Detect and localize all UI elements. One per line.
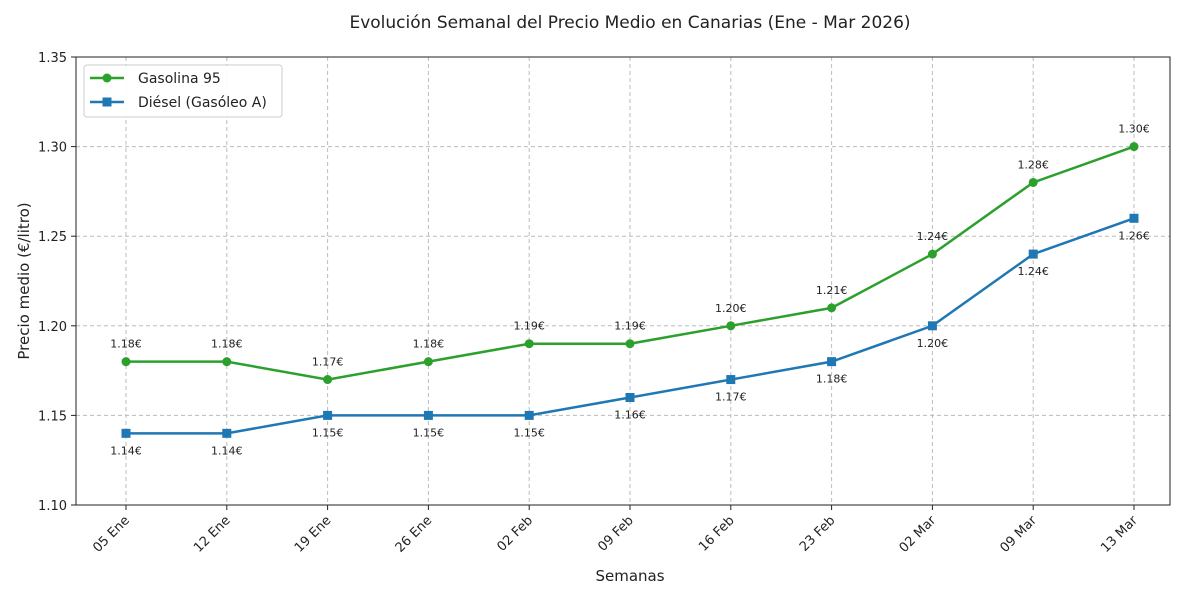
data-point	[524, 339, 534, 349]
data-label: 1.28€	[1017, 158, 1049, 171]
legend-label: Diésel (Gasóleo A)	[138, 95, 267, 111]
data-label: 1.18€	[413, 338, 445, 351]
legend: Gasolina 95 Diésel (Gasóleo A)	[83, 64, 283, 118]
legend-label: Gasolina 95	[138, 71, 221, 87]
data-label: 1.19€	[513, 320, 545, 333]
legend-square-marker	[102, 97, 112, 107]
x-axis-label: Semanas	[595, 567, 664, 585]
x-tick-label: 02 Mar	[897, 513, 940, 556]
data-point	[927, 249, 937, 259]
y-axis-label: Precio medio (€/litro)	[15, 202, 33, 359]
data-point	[927, 321, 937, 331]
x-tick-label: 12 Ene	[191, 513, 234, 556]
data-point	[524, 410, 534, 420]
x-tick-label: 02 Feb	[495, 513, 537, 555]
legend-circle-marker	[102, 73, 112, 83]
data-label: 1.24€	[1017, 265, 1049, 278]
series-group: 1.18€ 1.18€ 1.17€ 1.18€ 1.19€ 1.19€ 1.20€ 1.21€…	[110, 123, 1150, 458]
data-point	[1028, 249, 1038, 259]
axes: 05 Ene 12 Ene 19 Ene 26 Ene 02 Feb 09 Feb 16 F…	[38, 51, 1171, 556]
x-tick-label: 16 Feb	[696, 513, 738, 555]
data-label: 1.26€	[1118, 229, 1150, 242]
data-label: 1.14€	[211, 444, 243, 457]
data-point	[423, 357, 433, 367]
data-point	[625, 339, 635, 349]
data-point	[121, 357, 131, 367]
data-point	[726, 321, 736, 331]
data-label: 1.21€	[816, 284, 848, 297]
x-tick-label: 13 Mar	[1098, 513, 1141, 556]
y-tick-label: 1.10	[38, 499, 67, 514]
data-point	[726, 375, 736, 385]
data-point	[827, 357, 837, 367]
data-point	[423, 410, 433, 420]
data-label: 1.15€	[513, 426, 545, 439]
y-tick-label: 1.25	[38, 230, 67, 245]
y-tick-label: 1.30	[38, 141, 67, 156]
y-tick-label: 1.35	[38, 51, 67, 66]
data-label: 1.15€	[312, 426, 344, 439]
x-tick-label: 09 Mar	[997, 513, 1040, 556]
data-point	[323, 375, 333, 385]
legend-box	[83, 64, 283, 118]
data-label: 1.14€	[110, 444, 142, 457]
x-tick-label: 26 Ene	[393, 513, 436, 556]
plot-frame	[75, 56, 1171, 506]
data-label: 1.30€	[1118, 123, 1150, 136]
data-point	[1129, 142, 1139, 152]
data-point	[323, 410, 333, 420]
data-label: 1.20€	[917, 337, 949, 350]
chart-title: Evolución Semanal del Precio Medio en Ca…	[349, 13, 910, 33]
data-label: 1.20€	[715, 302, 747, 315]
data-label: 1.17€	[312, 356, 344, 369]
data-point	[222, 428, 232, 438]
data-label: 1.19€	[614, 320, 646, 333]
data-point	[222, 357, 232, 367]
data-label: 1.18€	[816, 373, 848, 386]
data-label: 1.24€	[917, 230, 949, 243]
data-label: 1.18€	[211, 338, 243, 351]
data-label: 1.15€	[413, 426, 445, 439]
data-label: 1.18€	[110, 338, 142, 351]
data-label: 1.17€	[715, 391, 747, 404]
x-tick-label: 09 Feb	[595, 513, 637, 555]
grid	[76, 56, 1170, 506]
data-label: 1.16€	[614, 408, 646, 421]
y-tick-label: 1.15	[38, 409, 67, 424]
data-point	[625, 392, 635, 402]
data-point	[827, 303, 837, 313]
data-point	[1028, 177, 1038, 187]
x-tick-label: 19 Ene	[292, 513, 335, 556]
y-tick-label: 1.20	[38, 320, 67, 335]
data-point	[1129, 213, 1139, 223]
data-point	[121, 428, 131, 438]
x-tick-label: 23 Feb	[797, 513, 839, 555]
x-tick-label: 05 Ene	[90, 513, 133, 556]
